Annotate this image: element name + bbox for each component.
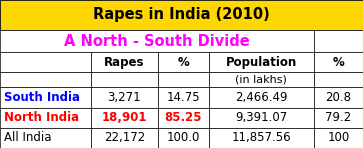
Bar (91, 52, 158, 72)
Bar (314, 72, 363, 87)
Text: 11,857.56: 11,857.56 (232, 131, 291, 144)
Bar (314, 128, 363, 148)
Bar (0, 72, 91, 87)
Bar (91, 87, 158, 108)
Bar (314, 108, 363, 128)
Text: Rapes in India (2010): Rapes in India (2010) (93, 7, 270, 22)
Bar (314, 52, 363, 72)
Text: North India: North India (4, 111, 79, 124)
Bar (91, 108, 158, 128)
Text: 9,391.07: 9,391.07 (235, 111, 287, 124)
Bar (91, 128, 158, 148)
Bar (0, 0, 363, 30)
Bar (158, 72, 209, 87)
Text: 18,901: 18,901 (102, 111, 147, 124)
Text: %: % (333, 56, 344, 69)
Text: 20.8: 20.8 (325, 91, 351, 104)
Bar (209, 72, 314, 87)
Text: 85.25: 85.25 (165, 111, 202, 124)
Bar (158, 128, 209, 148)
Text: 100: 100 (327, 131, 350, 144)
Text: 3,271: 3,271 (107, 91, 141, 104)
Text: %: % (178, 56, 189, 69)
Bar (209, 87, 314, 108)
Bar (209, 52, 314, 72)
Bar (91, 72, 158, 87)
Text: Population: Population (226, 56, 297, 69)
Bar (158, 108, 209, 128)
Text: 100.0: 100.0 (167, 131, 200, 144)
Bar (0, 128, 91, 148)
Text: 79.2: 79.2 (325, 111, 351, 124)
Text: A North - South Divide: A North - South Divide (64, 34, 250, 49)
Bar (0, 52, 91, 72)
Text: 14.75: 14.75 (167, 91, 200, 104)
Text: (in lakhs): (in lakhs) (236, 75, 287, 85)
Text: South India: South India (4, 91, 79, 104)
Bar (209, 108, 314, 128)
Bar (209, 128, 314, 148)
Bar (0, 87, 91, 108)
Text: All India: All India (4, 131, 51, 144)
Bar (314, 30, 363, 52)
Text: 2,466.49: 2,466.49 (235, 91, 287, 104)
Text: 22,172: 22,172 (104, 131, 145, 144)
Bar (158, 52, 209, 72)
Bar (314, 87, 363, 108)
Bar (0, 30, 314, 52)
Bar (0, 108, 91, 128)
Bar (158, 87, 209, 108)
Text: Rapes: Rapes (104, 56, 144, 69)
